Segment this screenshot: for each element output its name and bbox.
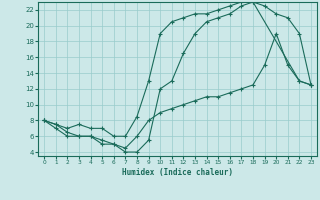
- X-axis label: Humidex (Indice chaleur): Humidex (Indice chaleur): [122, 168, 233, 177]
